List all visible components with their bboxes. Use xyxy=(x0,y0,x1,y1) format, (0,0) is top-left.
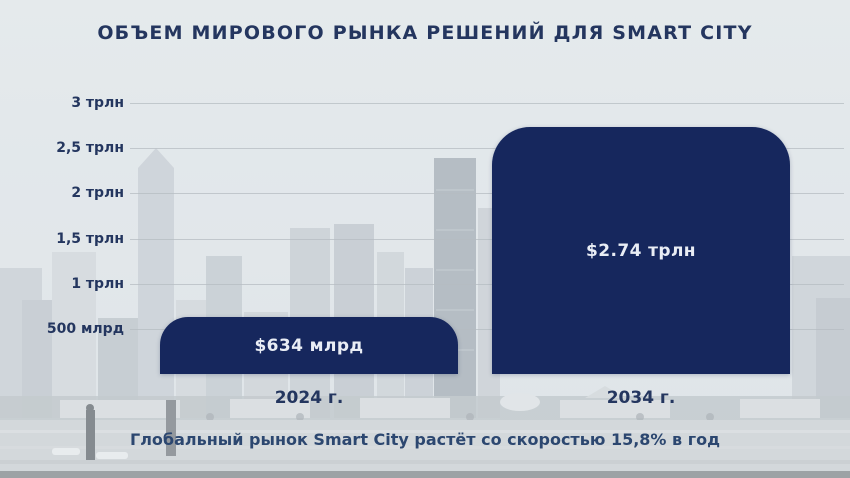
gridline-3trln xyxy=(130,103,844,104)
y-tick-1-5trln: 1,5 трлн xyxy=(56,231,124,247)
x-label-2034: 2034 г. xyxy=(606,388,676,408)
gridline-500mlrd xyxy=(130,329,844,330)
x-label-2024: 2024 г. xyxy=(274,388,344,408)
gridline-1-5trln xyxy=(130,239,844,240)
gridline-2-5trln xyxy=(130,148,844,149)
bar-2034: $2.74 трлн xyxy=(492,127,790,374)
y-tick-500mlrd: 500 млрд xyxy=(46,321,124,337)
caption: Глобальный рынок Smart City растёт со ск… xyxy=(130,430,720,449)
bar-2024: $634 млрд xyxy=(160,317,458,374)
y-tick-3trln: 3 трлн xyxy=(71,95,124,111)
boats xyxy=(52,448,128,459)
chart-title: ОБЪЕМ МИРОВОГО РЫНКА РЕШЕНИЙ ДЛЯ SMART C… xyxy=(97,22,753,44)
y-tick-2-5trln: 2,5 трлн xyxy=(56,140,124,156)
gridline-1trln xyxy=(130,284,844,285)
bar-2024-value-label: $634 млрд xyxy=(254,335,364,356)
statue-silhouette xyxy=(86,400,176,460)
bar-2034-value-label: $2.74 трлн xyxy=(586,240,696,261)
y-tick-2trln: 2 трлн xyxy=(71,185,124,201)
y-tick-1trln: 1 трлн xyxy=(71,276,124,292)
gridline-2trln xyxy=(130,193,844,194)
